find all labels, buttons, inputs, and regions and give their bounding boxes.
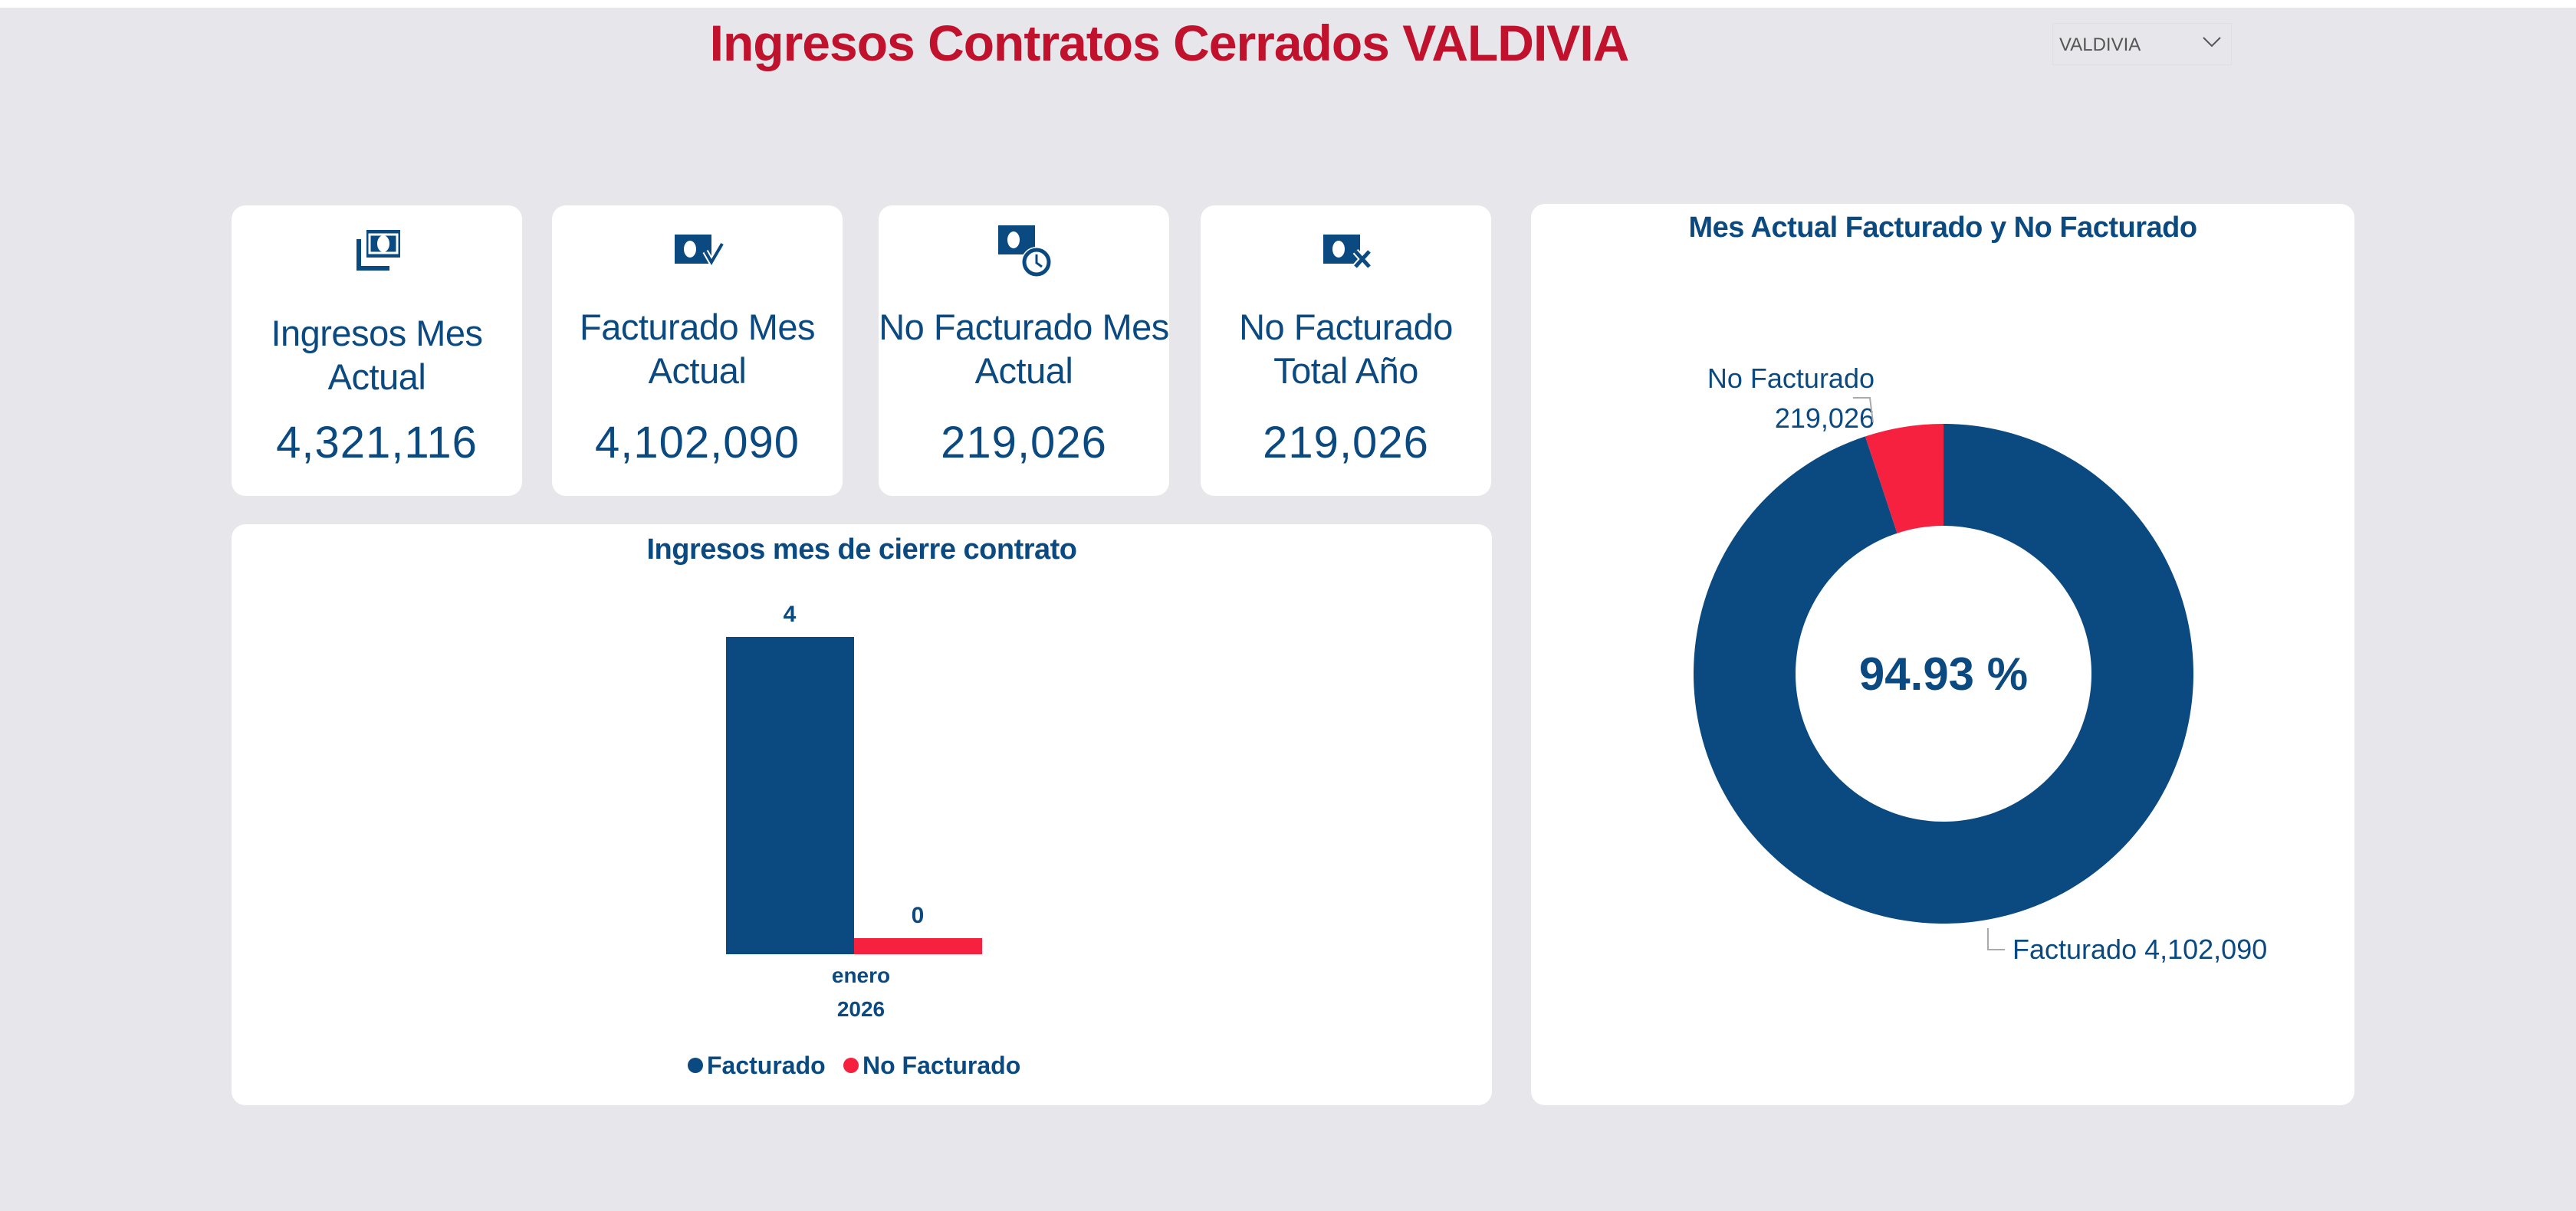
label-facturado: Facturado 4,102,090: [2013, 934, 2267, 965]
x-tick-year: 2026: [837, 997, 885, 1021]
kpi-label: Ingresos Mes Actual: [271, 313, 483, 397]
bar-chart-title: Ingresos mes de cierre contrato: [646, 533, 1077, 566]
kpi-card-no-facturado-ano: No Facturado Total Año 219,026: [1201, 205, 1491, 496]
donut-chart: 94.93 % No Facturado 219,026 Facturado 4…: [1694, 363, 2267, 965]
legend-marker-no-facturado: [843, 1058, 859, 1073]
money-stack-icon: [356, 230, 400, 271]
kpi-value: 4,102,090: [594, 418, 800, 468]
chevron-down-icon: [2203, 37, 2221, 48]
city-filter-dropdown[interactable]: VALDIVIA: [2052, 23, 2232, 65]
money-check-icon: [674, 235, 724, 268]
x-tick-month: enero: [832, 963, 890, 987]
kpi-label: No Facturado Mes Actual: [879, 307, 1169, 391]
slice-facturado[interactable]: [1694, 424, 2193, 924]
kpi-card-no-facturado-mes: No Facturado Mes Actual 219,026: [879, 205, 1169, 496]
donut-chart-panel: Mes Actual Facturado y No Facturado 94.9…: [1531, 204, 2354, 1105]
bar-chart-panel: Ingresos mes de cierre contrato 4 0 ener…: [232, 524, 1492, 1105]
slice-no-facturado[interactable]: [1865, 424, 1944, 533]
legend-marker-facturado: [688, 1058, 703, 1073]
bar-chart: 4 0 enero 2026 Facturado No Facturado: [688, 602, 1020, 1079]
legend-label-facturado[interactable]: Facturado: [707, 1052, 826, 1079]
kpi-value: 219,026: [1263, 418, 1429, 468]
top-strip: [0, 0, 2576, 8]
donut-chart-title: Mes Actual Facturado y No Facturado: [1688, 212, 2197, 244]
bar-facturado[interactable]: [726, 637, 854, 954]
data-label-no-facturado: 0: [912, 903, 925, 928]
bar-no-facturado[interactable]: [854, 938, 982, 954]
money-x-icon: [1322, 235, 1372, 270]
kpi-value: 219,026: [941, 418, 1107, 468]
kpi-card-facturado-mes: Facturado Mes Actual 4,102,090: [552, 205, 843, 496]
money-clock-icon: [997, 225, 1052, 277]
kpi-label: No Facturado Total Año: [1239, 307, 1453, 391]
kpi-value: 4,321,116: [276, 418, 478, 468]
kpi-card-ingresos-mes: Ingresos Mes Actual 4,321,116: [232, 205, 522, 496]
leader-line-no-facturado: [1853, 397, 1874, 423]
leader-line-facturado: [1987, 928, 2005, 950]
legend-label-no-facturado[interactable]: No Facturado: [863, 1052, 1020, 1079]
label-no-facturado-value: 219,026: [1775, 402, 1875, 434]
kpi-label: Facturado Mes Actual: [580, 307, 815, 391]
label-no-facturado-name: No Facturado: [1707, 363, 1875, 394]
dropdown-value: VALDIVIA: [2059, 34, 2141, 55]
page-title: Ingresos Contratos Cerrados VALDIVIA: [709, 15, 1630, 71]
data-label-facturado: 4: [784, 602, 797, 627]
donut-center-label: 94.93 %: [1859, 648, 2028, 700]
